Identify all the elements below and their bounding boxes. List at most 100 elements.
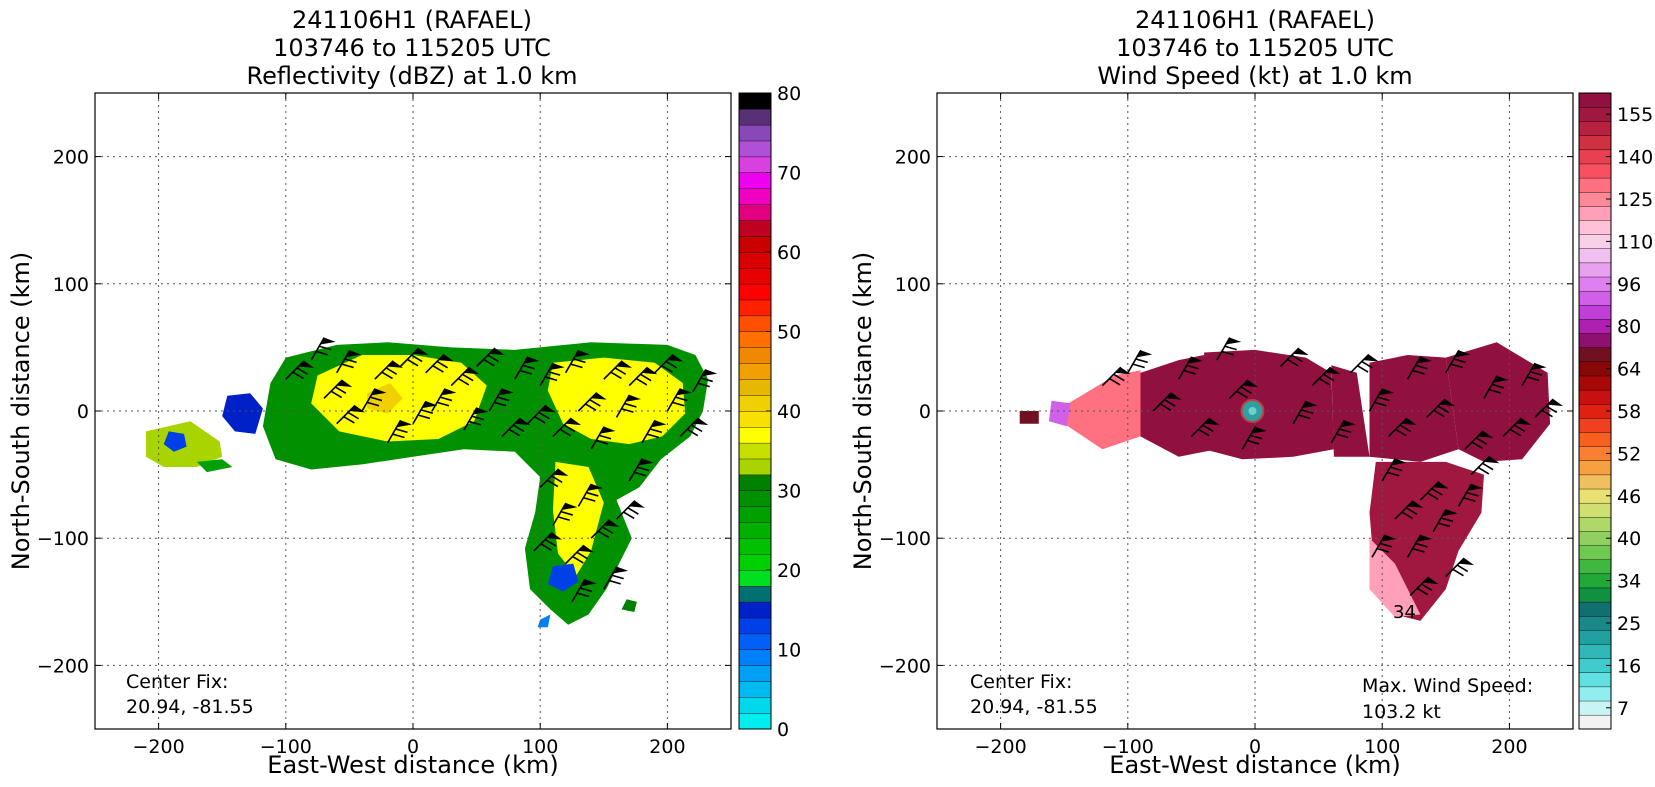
wind-barb xyxy=(615,394,641,418)
colorbar-tick-label: 110 xyxy=(1617,231,1653,253)
wind-barb xyxy=(323,379,353,399)
reflectivity-colorbar: 0 10 20 30 40 50 60 70 80 xyxy=(738,83,801,741)
colorbar-swatch xyxy=(738,394,772,412)
colorbar-swatch xyxy=(1578,587,1612,603)
wind-barb xyxy=(1470,455,1500,476)
y-tick-label: 200 xyxy=(895,147,931,169)
data-region-8 xyxy=(547,563,579,592)
data-region-10 xyxy=(621,599,637,612)
colorbar-tick-label: 25 xyxy=(1617,613,1641,635)
colorbar-swatch xyxy=(738,474,772,492)
colorbar-tick-label: 125 xyxy=(1617,189,1653,211)
wind-barb xyxy=(1409,576,1439,596)
colorbar-tick-label: 46 xyxy=(1617,486,1641,508)
y-tick-label: −200 xyxy=(37,655,89,677)
colorbar-swatch xyxy=(1578,432,1612,447)
colorbar-tick-label: 80 xyxy=(777,83,801,105)
colorbar-tick-label: 0 xyxy=(777,719,789,741)
colorbar-swatch xyxy=(738,553,772,571)
wind-barb xyxy=(590,426,616,450)
colorbar-swatch xyxy=(738,124,772,142)
x-tick-label: 200 xyxy=(649,736,685,758)
colorbar-swatch xyxy=(738,442,772,460)
max-wind-label: Max. Wind Speed: xyxy=(1362,675,1533,697)
colorbar-swatch xyxy=(1578,714,1612,730)
reflectivity-wind-barbs xyxy=(285,337,718,603)
y-tick-label: 100 xyxy=(895,274,931,296)
colorbar-tick-label: 20 xyxy=(777,560,801,582)
wind-barb xyxy=(1279,347,1309,368)
colorbar-tick-label: 50 xyxy=(777,322,801,344)
wind-barb xyxy=(1216,337,1242,361)
chart-title-line-2: 103746 to 115205 UTC xyxy=(1116,34,1394,62)
colorbar-swatch xyxy=(738,569,772,587)
data-region-4 xyxy=(1369,355,1459,462)
colorbar-swatch xyxy=(738,490,772,507)
y-axis-label: North-South distance (km) xyxy=(849,252,877,571)
reflectivity-plot-area xyxy=(145,342,709,628)
chart-title-line-3: Reflectivity (dBZ) at 1.0 km xyxy=(247,62,578,90)
wind-barb xyxy=(336,349,362,374)
colorbar-swatch xyxy=(1578,177,1612,193)
x-tick-label: −100 xyxy=(260,736,312,758)
colorbar-swatch xyxy=(1578,686,1612,702)
wind-speed-axis-ticks: −200 −100 0 100 200 −200 −100 0 100 200 xyxy=(879,93,1573,758)
wind-barb xyxy=(1406,534,1432,558)
wind-barb xyxy=(1426,398,1455,418)
colorbar-swatch xyxy=(738,458,772,476)
x-tick-label: 100 xyxy=(1364,736,1400,758)
wind-barb xyxy=(476,347,505,368)
x-tick-label: 0 xyxy=(407,736,419,758)
colorbar-swatch xyxy=(738,92,772,110)
reflectivity-grid xyxy=(95,93,731,729)
wind-barb xyxy=(514,356,540,380)
y-tick-label: 100 xyxy=(53,274,89,296)
colorbar-swatch xyxy=(1578,545,1612,560)
wind-barb xyxy=(450,366,480,387)
reflectivity-panel: 241106H1 (RAFAEL) 103746 to 115205 UTC R… xyxy=(7,6,801,779)
wind-barb xyxy=(1381,458,1407,482)
wind-barb xyxy=(399,347,429,368)
colorbar-swatch xyxy=(1578,290,1612,306)
center-fix-label: Center Fix: xyxy=(126,671,228,693)
data-region-9 xyxy=(537,614,551,628)
max-wind-value: 103.2 kt xyxy=(1362,701,1441,723)
colorbar-swatch xyxy=(1578,304,1612,320)
colorbar-tick-label: 155 xyxy=(1617,104,1653,126)
wind-barb xyxy=(603,566,629,590)
wind-barb xyxy=(1190,417,1220,437)
y-tick-label: −200 xyxy=(879,655,931,677)
wind-barb xyxy=(1502,417,1532,437)
colorbar-swatch xyxy=(1578,375,1612,391)
colorbar-swatch xyxy=(1578,629,1612,645)
center-fix-value: 20.94, -81.55 xyxy=(126,696,254,718)
data-region-1 xyxy=(1140,355,1217,457)
wind-barb xyxy=(1483,375,1509,399)
colorbar-swatch xyxy=(1578,516,1612,532)
wind-speed-plot-area xyxy=(1019,342,1551,621)
wind-barb xyxy=(1457,483,1483,507)
wind-barb xyxy=(1534,398,1564,418)
colorbar-swatch xyxy=(738,267,772,285)
colorbar-tick-label: 140 xyxy=(1617,147,1653,169)
wind-barb xyxy=(526,404,556,425)
wind-barb xyxy=(577,483,603,507)
wind-barb xyxy=(1432,508,1458,533)
data-region-5 xyxy=(1445,342,1551,462)
colorbar-swatch xyxy=(738,188,772,205)
colorbar-swatch xyxy=(738,251,772,269)
colorbar-swatch xyxy=(738,108,772,126)
colorbar-swatch xyxy=(1578,460,1612,476)
colorbar-swatch xyxy=(738,426,772,444)
colorbar-swatch xyxy=(1578,389,1612,405)
colorbar-swatch xyxy=(1578,644,1612,659)
wind-barb xyxy=(590,519,620,539)
x-tick-label: −200 xyxy=(975,736,1027,758)
colorbar-swatch xyxy=(738,204,772,221)
wind-barb xyxy=(1241,426,1267,450)
wind-speed-colorbar: 7 16 25 34 40 46 52 58 64 80 96 110 125 140 155 xyxy=(1578,92,1653,730)
wind-barb xyxy=(603,360,633,380)
wind-barb xyxy=(412,400,438,425)
wind-barb xyxy=(1464,430,1494,450)
